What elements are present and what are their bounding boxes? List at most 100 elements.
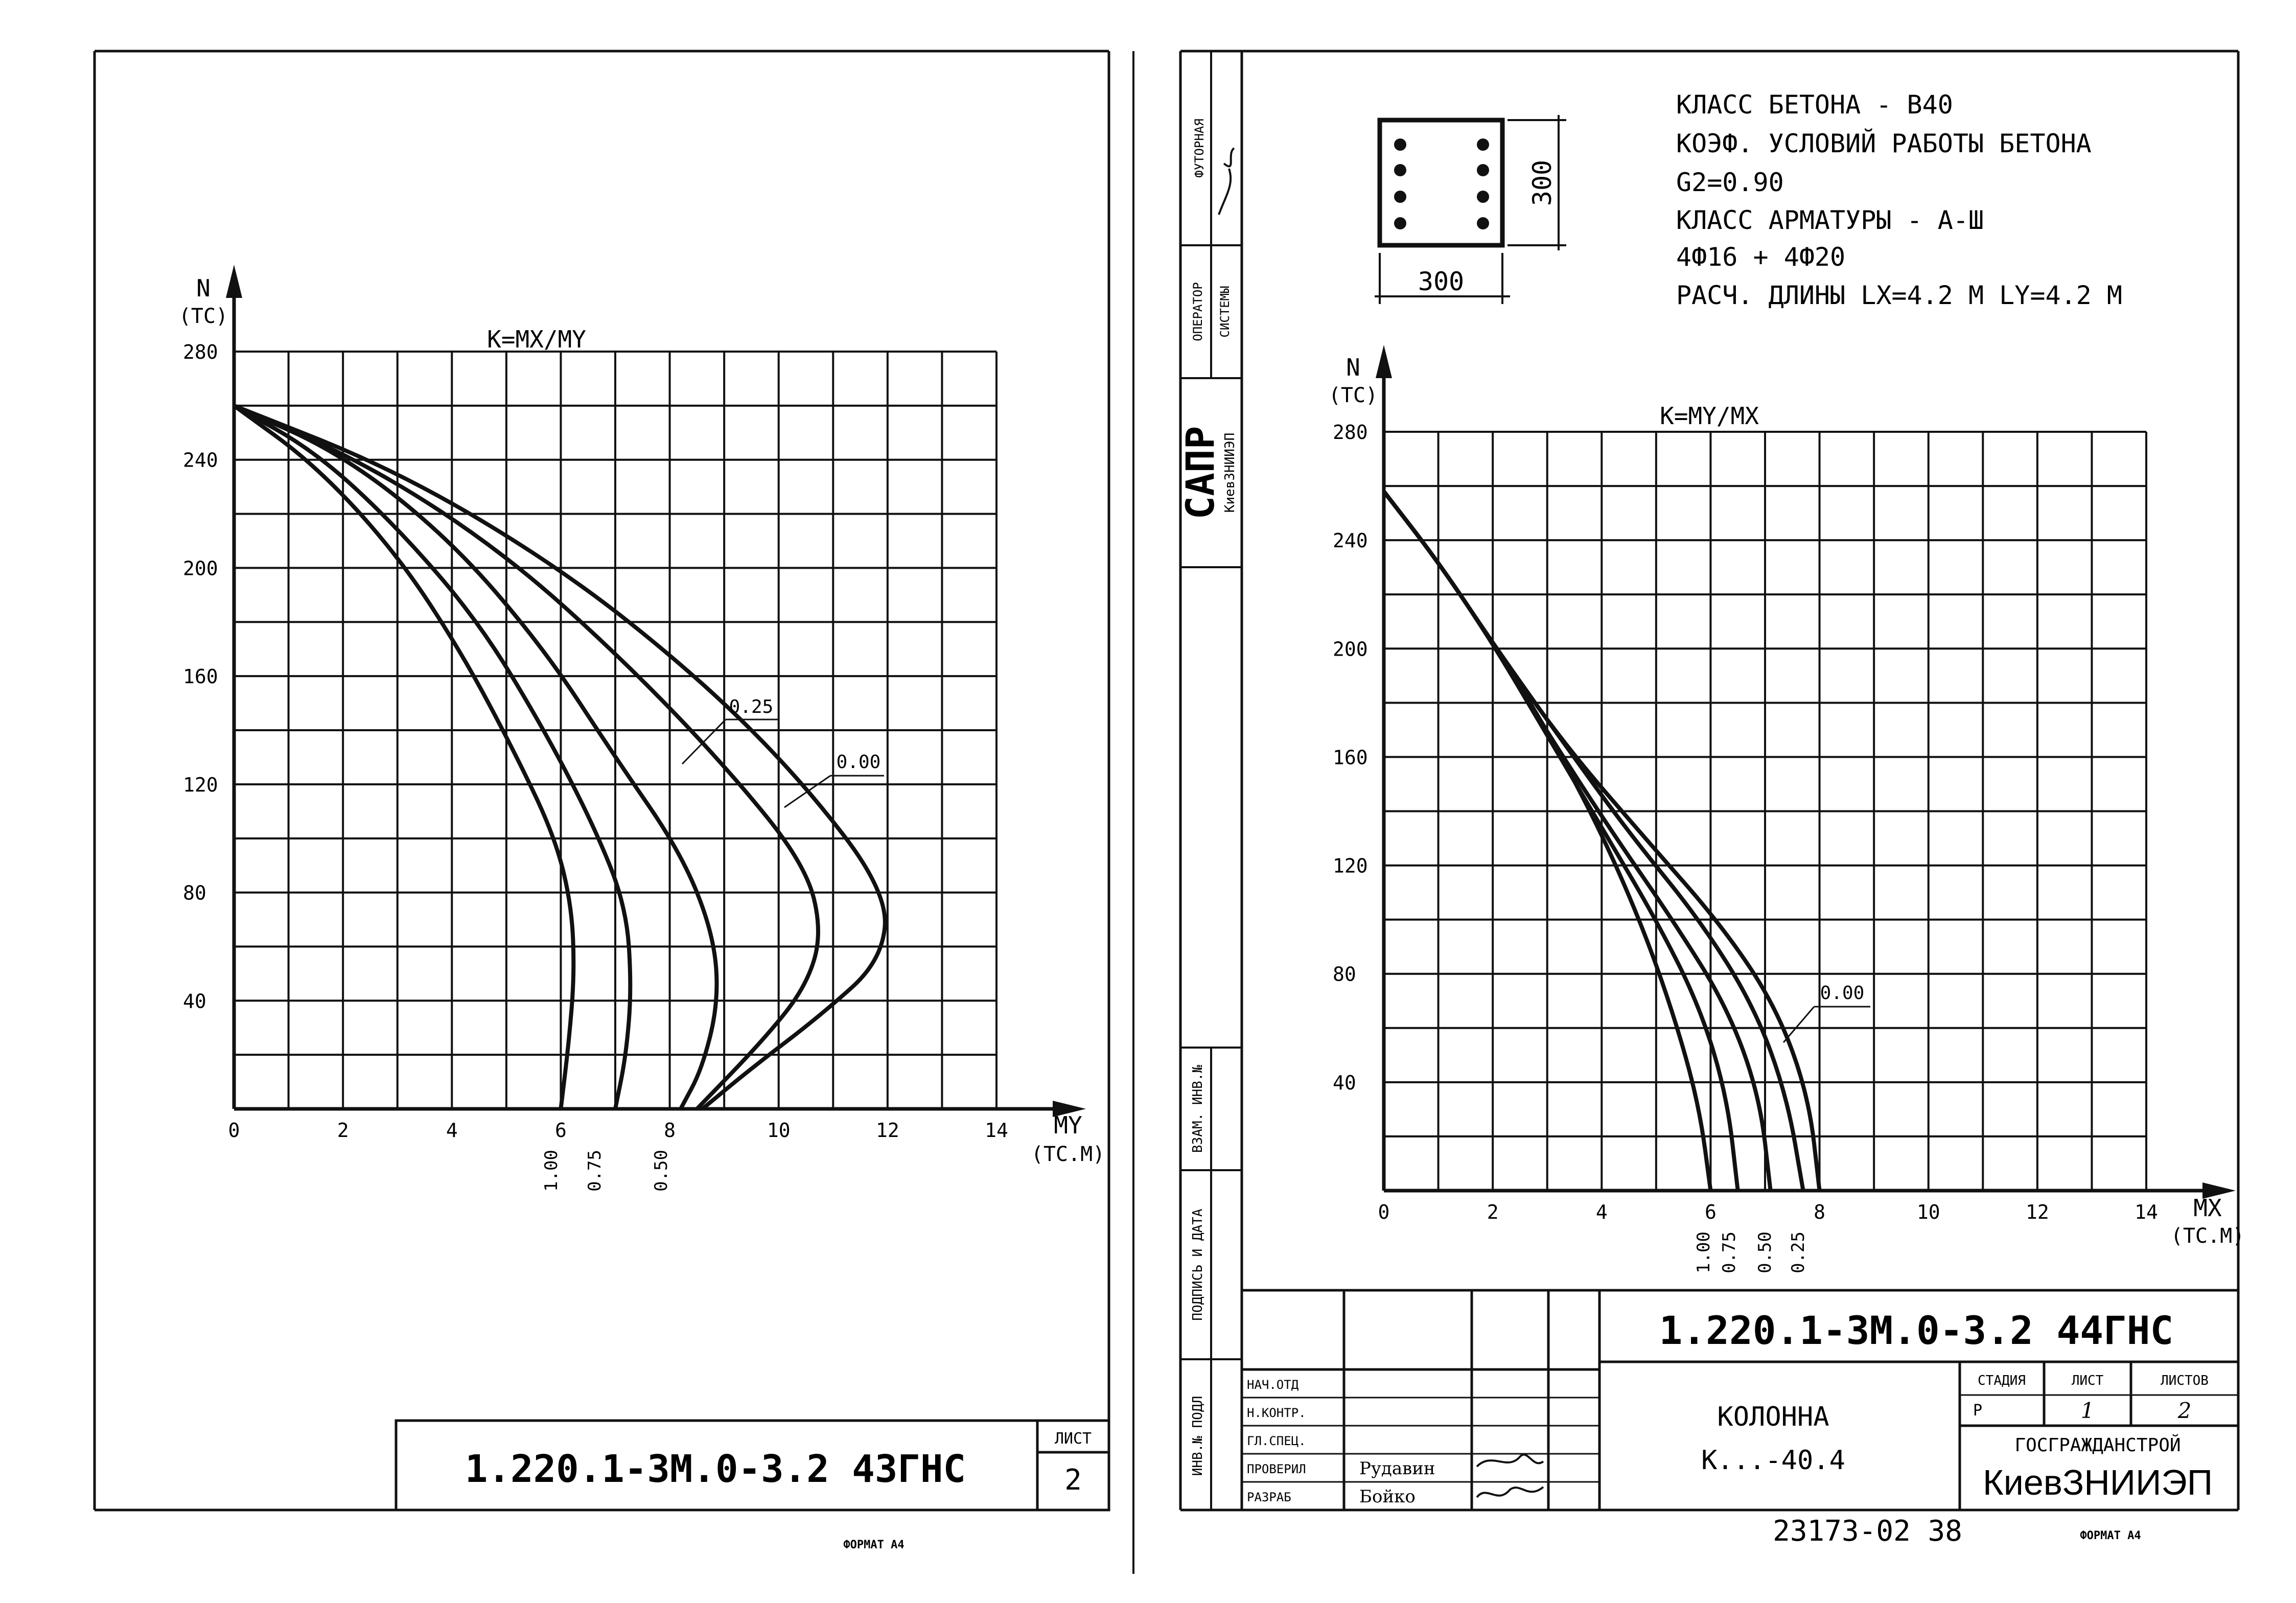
side-cell-operator: ОПЕРАТОР [1191,282,1205,341]
left-sheet-number: 2 [1064,1463,1082,1497]
chart-right-series-075 [1382,490,1740,1191]
side-cell-kiev: КиевЗНИИЭП [1222,433,1238,513]
right-sheet-code: 1.220.1-3М.0-3.2 44ГНС [1659,1308,2174,1353]
chart-left-series-000 [233,404,887,1111]
chart-right-series-025 [1382,490,1805,1191]
chart-right-xtick: 2 [1487,1201,1499,1223]
desc-coef-value: G2=0.90 [1676,168,1784,197]
sheets-value: 2 [2177,1398,2192,1423]
chart-right-xtick: 4 [1596,1201,1608,1223]
chart-right-y-arrow [1376,345,1392,378]
section-description: КЛАСС БЕТОНА - В40 КОЭФ. УСЛОВИЙ РАБОТЫ … [1676,90,2122,310]
chart-left-ytick: 120 [183,774,218,796]
chart-right-xlabel: MX [2193,1194,2222,1222]
chart-left-bottom-label: 1.00 [541,1150,562,1192]
chart-right-ticks: 0 2 4 6 8 10 12 14 40 80 120 160 200 240 280 [1333,421,2158,1223]
chart-right-ytick: 200 [1333,638,1368,660]
chart-right-ytick: 80 [1333,963,1356,986]
chart-left-xtick: 12 [876,1119,899,1142]
chart-left-yunit: (TC) [179,305,228,328]
left-format-label: ФОРМАТ А4 [843,1539,904,1551]
chart-right-ylabel: N [1346,354,1360,381]
desc-coef-label: КОЭФ. УСЛОВИЙ РАБОТЫ БЕТОНА [1676,128,2092,158]
chart-right-series [1382,490,1822,1191]
chart-left-series-050 [233,404,719,1110]
chart-right-series-050 [1382,490,1773,1191]
desc-concrete-class: КЛАСС БЕТОНА - В40 [1676,90,1953,120]
stage-header: СТАДИЯ [1978,1373,2026,1388]
right-sheet-frame [1179,50,2240,1512]
chart-right-bottom-labels: 1.00 0.75 0.50 0.25 [1694,1232,1808,1273]
chart-right-xtick: 0 [1378,1201,1390,1223]
chart-left: 0 2 4 6 8 10 12 14 40 80 120 160 200 240 280 K=MX/MY N… [179,265,1105,1192]
chart-right-xtick: 12 [2026,1201,2049,1223]
staff-roles: НАЧ.ОТД Н.КОНТР. ГЛ.СПЕЦ. ПРОВЕРИЛ РАЗРА… [1247,1378,1435,1507]
side-cell-futornaya: ФУТОРНАЯ [1192,119,1207,178]
left-sheet-code: 1.220.1-3М.0-3.2 43ГНС [465,1447,966,1491]
desc-rebar-class: КЛАСС АРМАТУРЫ - А-Ш [1676,205,1984,235]
side-cell-inv-orig: ИНВ.№ ПОДЛ [1190,1396,1205,1476]
chart-right-ytick: 280 [1333,421,1368,444]
right-side-strip [1180,51,1242,1510]
stage-value: Р [1973,1402,1982,1420]
chart-left-grid [226,265,1086,1117]
right-product-mark: К...-40.4 [1701,1445,1845,1476]
chart-left-title: K=MX/MY [487,326,586,353]
chart-right-annotation-000: 0.00 [1820,983,1865,1004]
name-developed: Бойко [1359,1486,1416,1507]
chart-right: 0 2 4 6 8 10 12 14 40 80 120 160 200 240 280 K=MY/MX N… [1329,345,2244,1273]
chart-left-ylabel: N [196,274,211,302]
chart-left-ytick: 160 [183,665,218,688]
column-section: 300 300 [1375,115,1566,304]
chart-right-xtick: 14 [2135,1201,2158,1223]
chart-right-ytick: 40 [1333,1072,1356,1094]
chart-right-ytick: 120 [1333,855,1368,877]
chart-left-ytick: 280 [183,341,218,363]
side-cell-systems: СИСТЕМЫ [1218,286,1232,337]
chart-left-bottom-label: 0.50 [651,1150,671,1192]
chart-left-x-arrow [1053,1101,1086,1117]
chart-right-title: K=MY/MX [1660,402,1759,430]
chart-left-series-075 [233,404,633,1109]
chart-right-bottom-label: 0.75 [1719,1232,1740,1273]
chart-left-annotation-000-leader [784,775,831,808]
footer-number: 23173-02 38 [1773,1515,1962,1548]
chart-right-xtick: 8 [1814,1201,1825,1223]
rebar-dots [1394,138,1489,229]
chart-left-xtick: 10 [767,1119,791,1142]
chart-left-ytick: 240 [183,449,218,472]
right-format-label: ФОРМАТ А4 [2080,1529,2141,1542]
chart-left-series-025 [233,404,820,1110]
org-ministry: ГОСГРАЖДАНСТРОЙ [2014,1434,2181,1456]
chart-left-xtick: 2 [337,1119,349,1142]
left-stamp [395,1419,1110,1512]
left-sheet-frame [93,50,1134,1574]
chart-right-ytick: 240 [1333,529,1368,552]
chart-right-xtick: 10 [1917,1201,1940,1223]
left-sheet-label: ЛИСТ [1055,1430,1092,1448]
chart-left-xtick: 8 [664,1119,676,1142]
role-norm-control: Н.КОНТР. [1247,1406,1306,1420]
chart-left-ytick: 40 [183,990,206,1012]
section-dimensions [1375,115,1566,304]
sheet-header: ЛИСТ [2072,1373,2104,1388]
chart-right-bottom-label: 1.00 [1694,1232,1714,1273]
chart-right-bottom-label: 0.50 [1755,1232,1775,1273]
right-product-name: КОЛОННА [1717,1402,1829,1432]
chart-right-x-arrow [2202,1182,2236,1199]
chart-left-ytick: 80 [183,882,206,904]
chart-left-ticks: 0 2 4 6 8 10 12 14 40 80 120 160 200 240 280 [183,341,1008,1142]
role-checked: ПРОВЕРИЛ [1247,1462,1306,1476]
desc-rebar-count: 4Ф16 + 4Ф20 [1676,242,1845,272]
signature-developed [1476,1486,1544,1498]
chart-left-annotation-000: 0.00 [837,752,881,773]
name-checked: Рудавин [1359,1458,1435,1479]
chart-right-ytick: 160 [1333,746,1368,769]
chart-right-xunit: (TC.M) [2171,1224,2245,1248]
chart-right-grid [1376,345,2236,1199]
section-width-label: 300 [1418,267,1464,296]
signature-checked [1476,1453,1544,1468]
role-chief-spec: ГЛ.СПЕЦ. [1247,1434,1306,1448]
chart-left-annotation-025: 0.25 [729,696,774,717]
org-name: КиевЗНИИЭП [1983,1462,2213,1502]
